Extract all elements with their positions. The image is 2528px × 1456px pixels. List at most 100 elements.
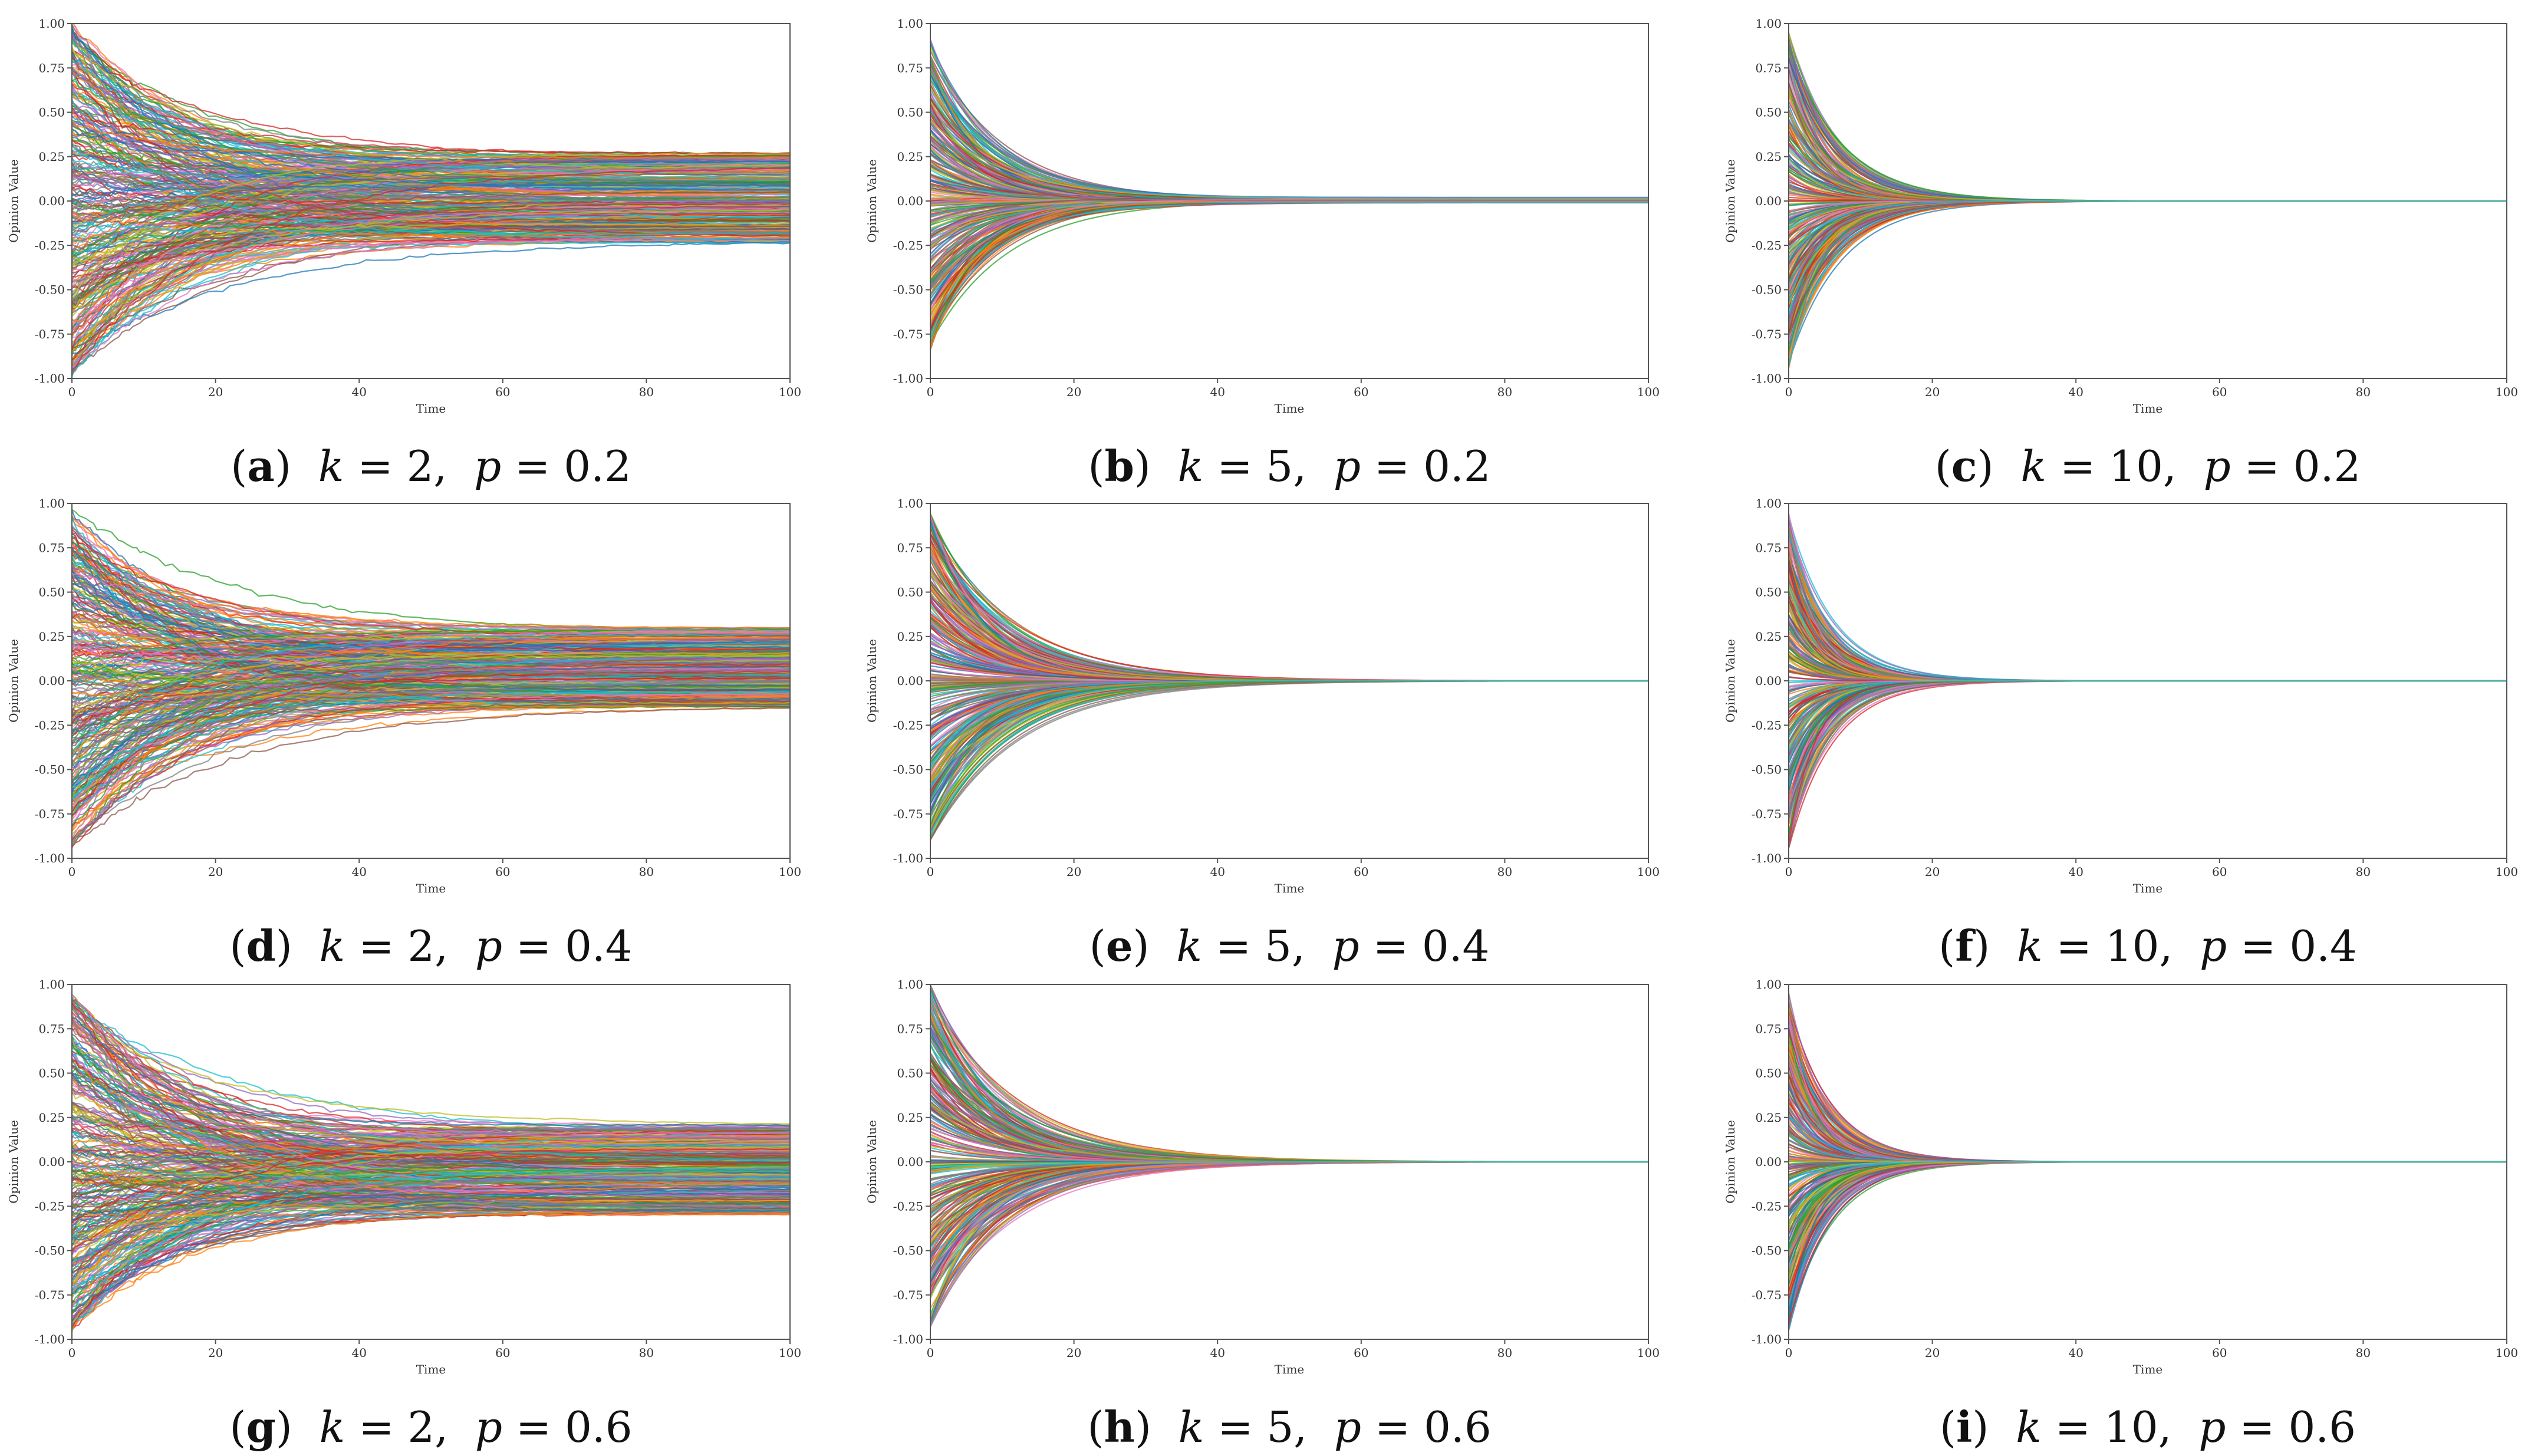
series-line [1789,1014,2507,1162]
x-tick-label: 80 [639,385,654,399]
y-tick-label: 0.75 [1755,61,1782,75]
series-line [1789,1162,2507,1274]
y-tick-label: -0.50 [35,1244,65,1258]
series-line [1789,201,2507,327]
series-line [1789,201,2507,323]
series-line [1789,201,2507,353]
series-line [1789,681,2507,785]
series-line [1789,554,2507,681]
y-tick-label: -0.25 [893,1199,923,1213]
series-line [1789,542,2507,681]
x-tick-label: 20 [1925,385,1940,399]
series-line [1789,201,2507,365]
series-line [1789,556,2507,681]
series-line [1789,1011,2507,1162]
series-line [1789,681,2507,839]
series-line [1789,1162,2507,1319]
series-line [1789,595,2507,681]
y-tick-label: -0.50 [35,763,65,777]
series-line [1789,592,2507,681]
series-line [1789,535,2507,681]
y-tick-label: 0.25 [38,150,65,164]
y-tick-label: 0.00 [38,1155,65,1169]
series-line [1789,538,2507,681]
series-line [1789,1162,2507,1324]
series-line [1789,572,2507,681]
x-tick-label: 0 [1785,1346,1793,1360]
series-line [1789,1003,2507,1162]
series-line [1789,567,2507,681]
series-line [1789,681,2507,836]
series-line [1789,1162,2507,1295]
series-line [1789,1162,2507,1297]
series-line [1789,572,2507,681]
series-line [1789,1162,2507,1319]
x-tick-label: 40 [2068,865,2083,879]
series-line [1789,1056,2507,1162]
series-line [1789,1063,2507,1162]
y-tick-label: -1.00 [35,371,65,386]
series-line [1789,681,2507,825]
series-line [1789,520,2507,681]
series-line [1789,681,2507,789]
x-tick-label: 80 [2356,865,2371,879]
series-line [1789,51,2507,201]
series-group-d [72,510,790,849]
series-line [1789,532,2507,681]
series-line [1789,58,2507,201]
series-line [1789,201,2507,355]
y-tick-label: 1.00 [897,17,923,31]
series-line [1789,1011,2507,1162]
y-tick-label: -0.25 [893,238,923,252]
y-tick-label: -1.00 [1752,1332,1782,1346]
x-tick-label: 0 [68,1346,76,1360]
series-line [1789,1162,2507,1276]
y-axis-title: Opinion Value [6,639,21,723]
series-line [1789,1038,2507,1162]
series-line [1789,201,2507,332]
series-line [1789,1162,2507,1312]
series-line [1789,1043,2507,1162]
series-group-c [1789,32,2507,368]
series-line [1789,681,2507,763]
series-line [1789,681,2507,792]
series-line [1789,553,2507,681]
series-line [1789,1162,2507,1306]
series-line [1789,1004,2507,1162]
series-line [1789,1033,2507,1162]
panel-d: 0 20 40 60 80 100 -1.00 -0.75 -0.50 -0.25 0.00 0.25… [0,480,837,969]
series-line [1789,1018,2507,1162]
series-line [1789,1050,2507,1162]
series-line [1789,525,2507,681]
series-line [1789,47,2507,201]
x-axis-title: Time [2133,881,2163,895]
series-line [1789,681,2507,848]
series-line [1789,1047,2507,1162]
series-line [1789,1162,2507,1299]
series-line [1789,571,2507,681]
series-line [1789,1071,2507,1162]
series-line [1789,1162,2507,1274]
series-line [1789,516,2507,681]
series-line [1789,561,2507,681]
series-line [1789,1062,2507,1162]
y-axis-title: Opinion Value [865,1120,879,1204]
series-line [1789,681,2507,794]
series-line [1789,1162,2507,1274]
x-tick-label: 20 [1925,1346,1940,1360]
x-tick-label: 80 [2356,385,2371,399]
series-line [1789,681,2507,799]
caption-p: 0.6 [1424,1402,1492,1452]
series-line [1789,201,2507,354]
series-line [1789,1162,2507,1325]
y-tick-label: 0.75 [38,61,65,75]
y-tick-label: -1.00 [1752,851,1782,865]
series-line [1789,201,2507,350]
x-tick-label: 20 [1066,1346,1081,1360]
series-line [1789,38,2507,201]
series-line [1789,568,2507,681]
series-line [1789,201,2507,367]
series-line [1789,543,2507,681]
series-line [1789,201,2507,334]
chart-svg-e: 0 20 40 60 80 100-1.00-0.75-0.50-0.250.000.25… [858,480,1696,916]
